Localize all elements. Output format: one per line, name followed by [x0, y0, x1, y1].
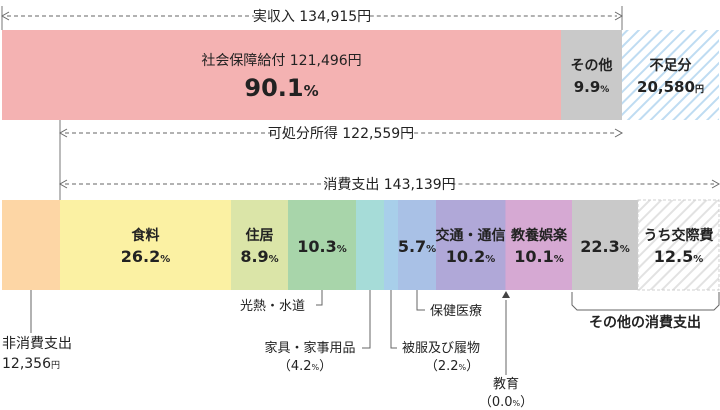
- consumption-bar-housing: [231, 200, 288, 290]
- disposable-income-arrow-right: [614, 128, 624, 138]
- consumption-label-transport: 交通・通信: [436, 227, 506, 244]
- callout-value-education: （0.0%）: [479, 395, 533, 410]
- consumption-bar-clothing: [384, 200, 398, 290]
- consumption-value-other_consumption: 22.3%: [580, 237, 630, 256]
- non-consumption-label: 非消費支出: [2, 336, 72, 352]
- disposable-income-label: 可処分所得 122,559円: [268, 125, 414, 142]
- consumption-total-arrow-left: [58, 179, 68, 189]
- consumption-bar-medical: [398, 200, 436, 290]
- income-value-social: 90.1%: [244, 74, 318, 102]
- non-consumption-value: 12,356円: [2, 356, 60, 372]
- consumption-bar-social_exp: [637, 199, 720, 291]
- consumption-value-medical: 5.7%: [398, 237, 436, 256]
- callout-value-furniture: （4.2%）: [278, 359, 332, 374]
- consumption-value-housing: 8.9%: [240, 247, 278, 266]
- consumption-label-housing: 住居: [246, 227, 274, 244]
- callout-leader-furniture: [362, 290, 371, 349]
- consumption-value-social_exp: 12.5%: [654, 247, 704, 266]
- consumption-total-label: 消費支出 143,139円: [323, 177, 455, 193]
- consumption-bar-education: [505, 200, 506, 290]
- consumption-bar-other_consumption: [572, 200, 638, 290]
- callout-leader-utilities: [316, 290, 323, 306]
- income-label-shortfall: 不足分: [650, 58, 692, 74]
- other-consumption-group-label: その他の消費支出: [589, 314, 701, 331]
- income-value-other: 9.9%: [574, 78, 610, 96]
- income-value-shortfall: 20,580円: [637, 78, 704, 96]
- callout-value-clothing: （2.2%）: [425, 359, 479, 374]
- consumption-value-transport: 10.2%: [446, 247, 496, 266]
- income-bar-social: [2, 30, 561, 120]
- consumption-value-food: 26.2%: [121, 247, 171, 266]
- consumption-bar-furniture: [356, 200, 384, 290]
- callout-leader-medical: [416, 290, 425, 311]
- callout-arrow-education: [502, 291, 510, 298]
- income-bar-shortfall: [622, 30, 719, 120]
- consumption-bar-utilities: [288, 200, 356, 290]
- income-label-other: その他: [571, 57, 613, 74]
- income-label-social: 社会保障給付 121,496円: [201, 53, 361, 69]
- callout-label-furniture: 家具・家事用品: [264, 340, 355, 356]
- callout-label-education: 教育: [493, 376, 519, 392]
- consumption-bar-recreation: [506, 200, 572, 290]
- non-consumption-bar: [2, 200, 60, 290]
- callout-label-utilities: 光熱・水道: [240, 299, 305, 314]
- consumption-total-arrow-right: [711, 179, 720, 189]
- callout-label-medical: 保健医療: [430, 304, 482, 319]
- income-total-label: 実収入 134,915円: [253, 9, 371, 25]
- consumption-value-recreation: 10.1%: [514, 247, 564, 266]
- consumption-label-food: 食料: [132, 227, 160, 244]
- consumption-label-recreation: 教養娯楽: [511, 227, 568, 244]
- consumption-label-social_exp: うち交際費: [644, 227, 714, 244]
- consumption-value-utilities: 10.3%: [297, 237, 347, 256]
- consumption-bar-transport: [436, 200, 505, 290]
- income-bar-other: [561, 30, 622, 120]
- callout-leader-clothing: [390, 290, 397, 349]
- callout-label-clothing: 被服及び履物: [402, 341, 480, 356]
- consumption-bar-food: [60, 200, 231, 290]
- other-consumption-bracket: [571, 292, 720, 311]
